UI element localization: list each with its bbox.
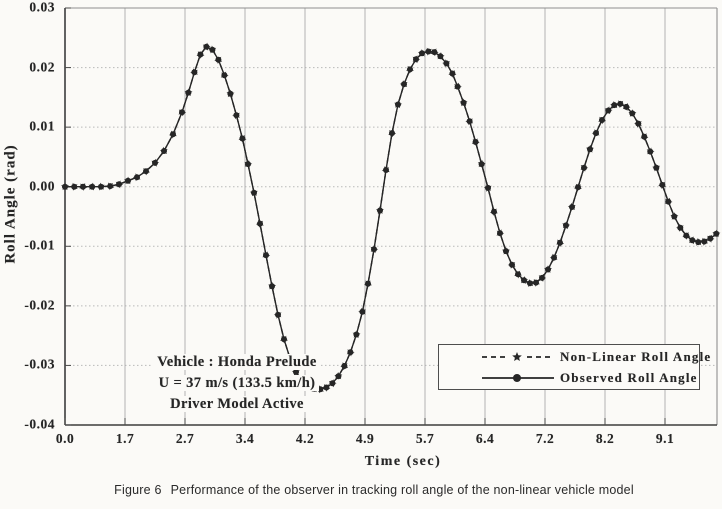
x-tick-label: 9.1: [655, 431, 675, 446]
annotation-line-speed: U = 37 m/s (133.5 km/h): [154, 375, 320, 391]
y-axis-tick-labels: 0.03 0.02 0.01 0.00 -0.01 -0.02 -0.03 -0.04: [0, 0, 57, 440]
x-tick-label: 4.9: [355, 431, 375, 446]
figure-label: Figure 6: [114, 483, 162, 497]
legend: Non-Linear Roll Angle Observed Roll Angl…: [438, 344, 710, 390]
y-tick-label: -0.04: [24, 416, 55, 432]
legend-entry-nonlinear: Non-Linear Roll Angle: [481, 347, 710, 367]
y-tick-label: -0.01: [24, 237, 55, 253]
x-tick-label: 4.2: [295, 431, 315, 446]
y-tick-label: -0.02: [24, 297, 55, 313]
figure-caption-text: Performance of the observer in tracking …: [170, 483, 634, 497]
y-tick-label: -0.03: [24, 357, 55, 373]
y-tick-label: 0.02: [29, 59, 55, 75]
x-axis-title: Time (sec): [364, 454, 442, 469]
annotation-line-driver: Driver Model Active: [166, 396, 308, 412]
legend-label-observed: Observed Roll Angle: [560, 369, 698, 385]
dashed-star-line-icon: [482, 351, 554, 361]
plot-border: [64, 7, 718, 426]
x-tick-label: 3.4: [235, 431, 255, 446]
annotation-line-vehicle: Vehicle : Honda Prelude: [153, 354, 321, 370]
solid-circle-line-icon: [482, 373, 554, 382]
x-tick-label: 0.0: [55, 431, 75, 446]
series-observed-markers: [62, 43, 720, 393]
x-tick-label: 7.2: [535, 431, 555, 446]
figure-caption: Figure 6 Performance of the observer in t…: [0, 483, 722, 497]
x-tick-label: 2.7: [175, 431, 195, 446]
x-tick-label: 6.4: [475, 431, 495, 446]
annotation-box: Vehicle : Honda Prelude U = 37 m/s (133.…: [108, 352, 366, 415]
legend-entry-observed: Observed Roll Angle: [481, 368, 699, 388]
legend-label-nonlinear: Non-Linear Roll Angle: [560, 348, 712, 364]
y-tick-label: 0.01: [29, 118, 55, 134]
x-tick-label: 8.2: [595, 431, 615, 446]
y-tick-label: 0.03: [29, 0, 55, 15]
x-tick-label: 1.7: [115, 431, 135, 446]
x-axis-tick-labels: 0.0 1.7 2.7 3.4 4.2 4.9 5.7 6.4 7.2 8.2 9.1: [55, 431, 675, 446]
x-tick-label: 5.7: [415, 431, 435, 446]
y-tick-label: 0.00: [29, 178, 55, 194]
